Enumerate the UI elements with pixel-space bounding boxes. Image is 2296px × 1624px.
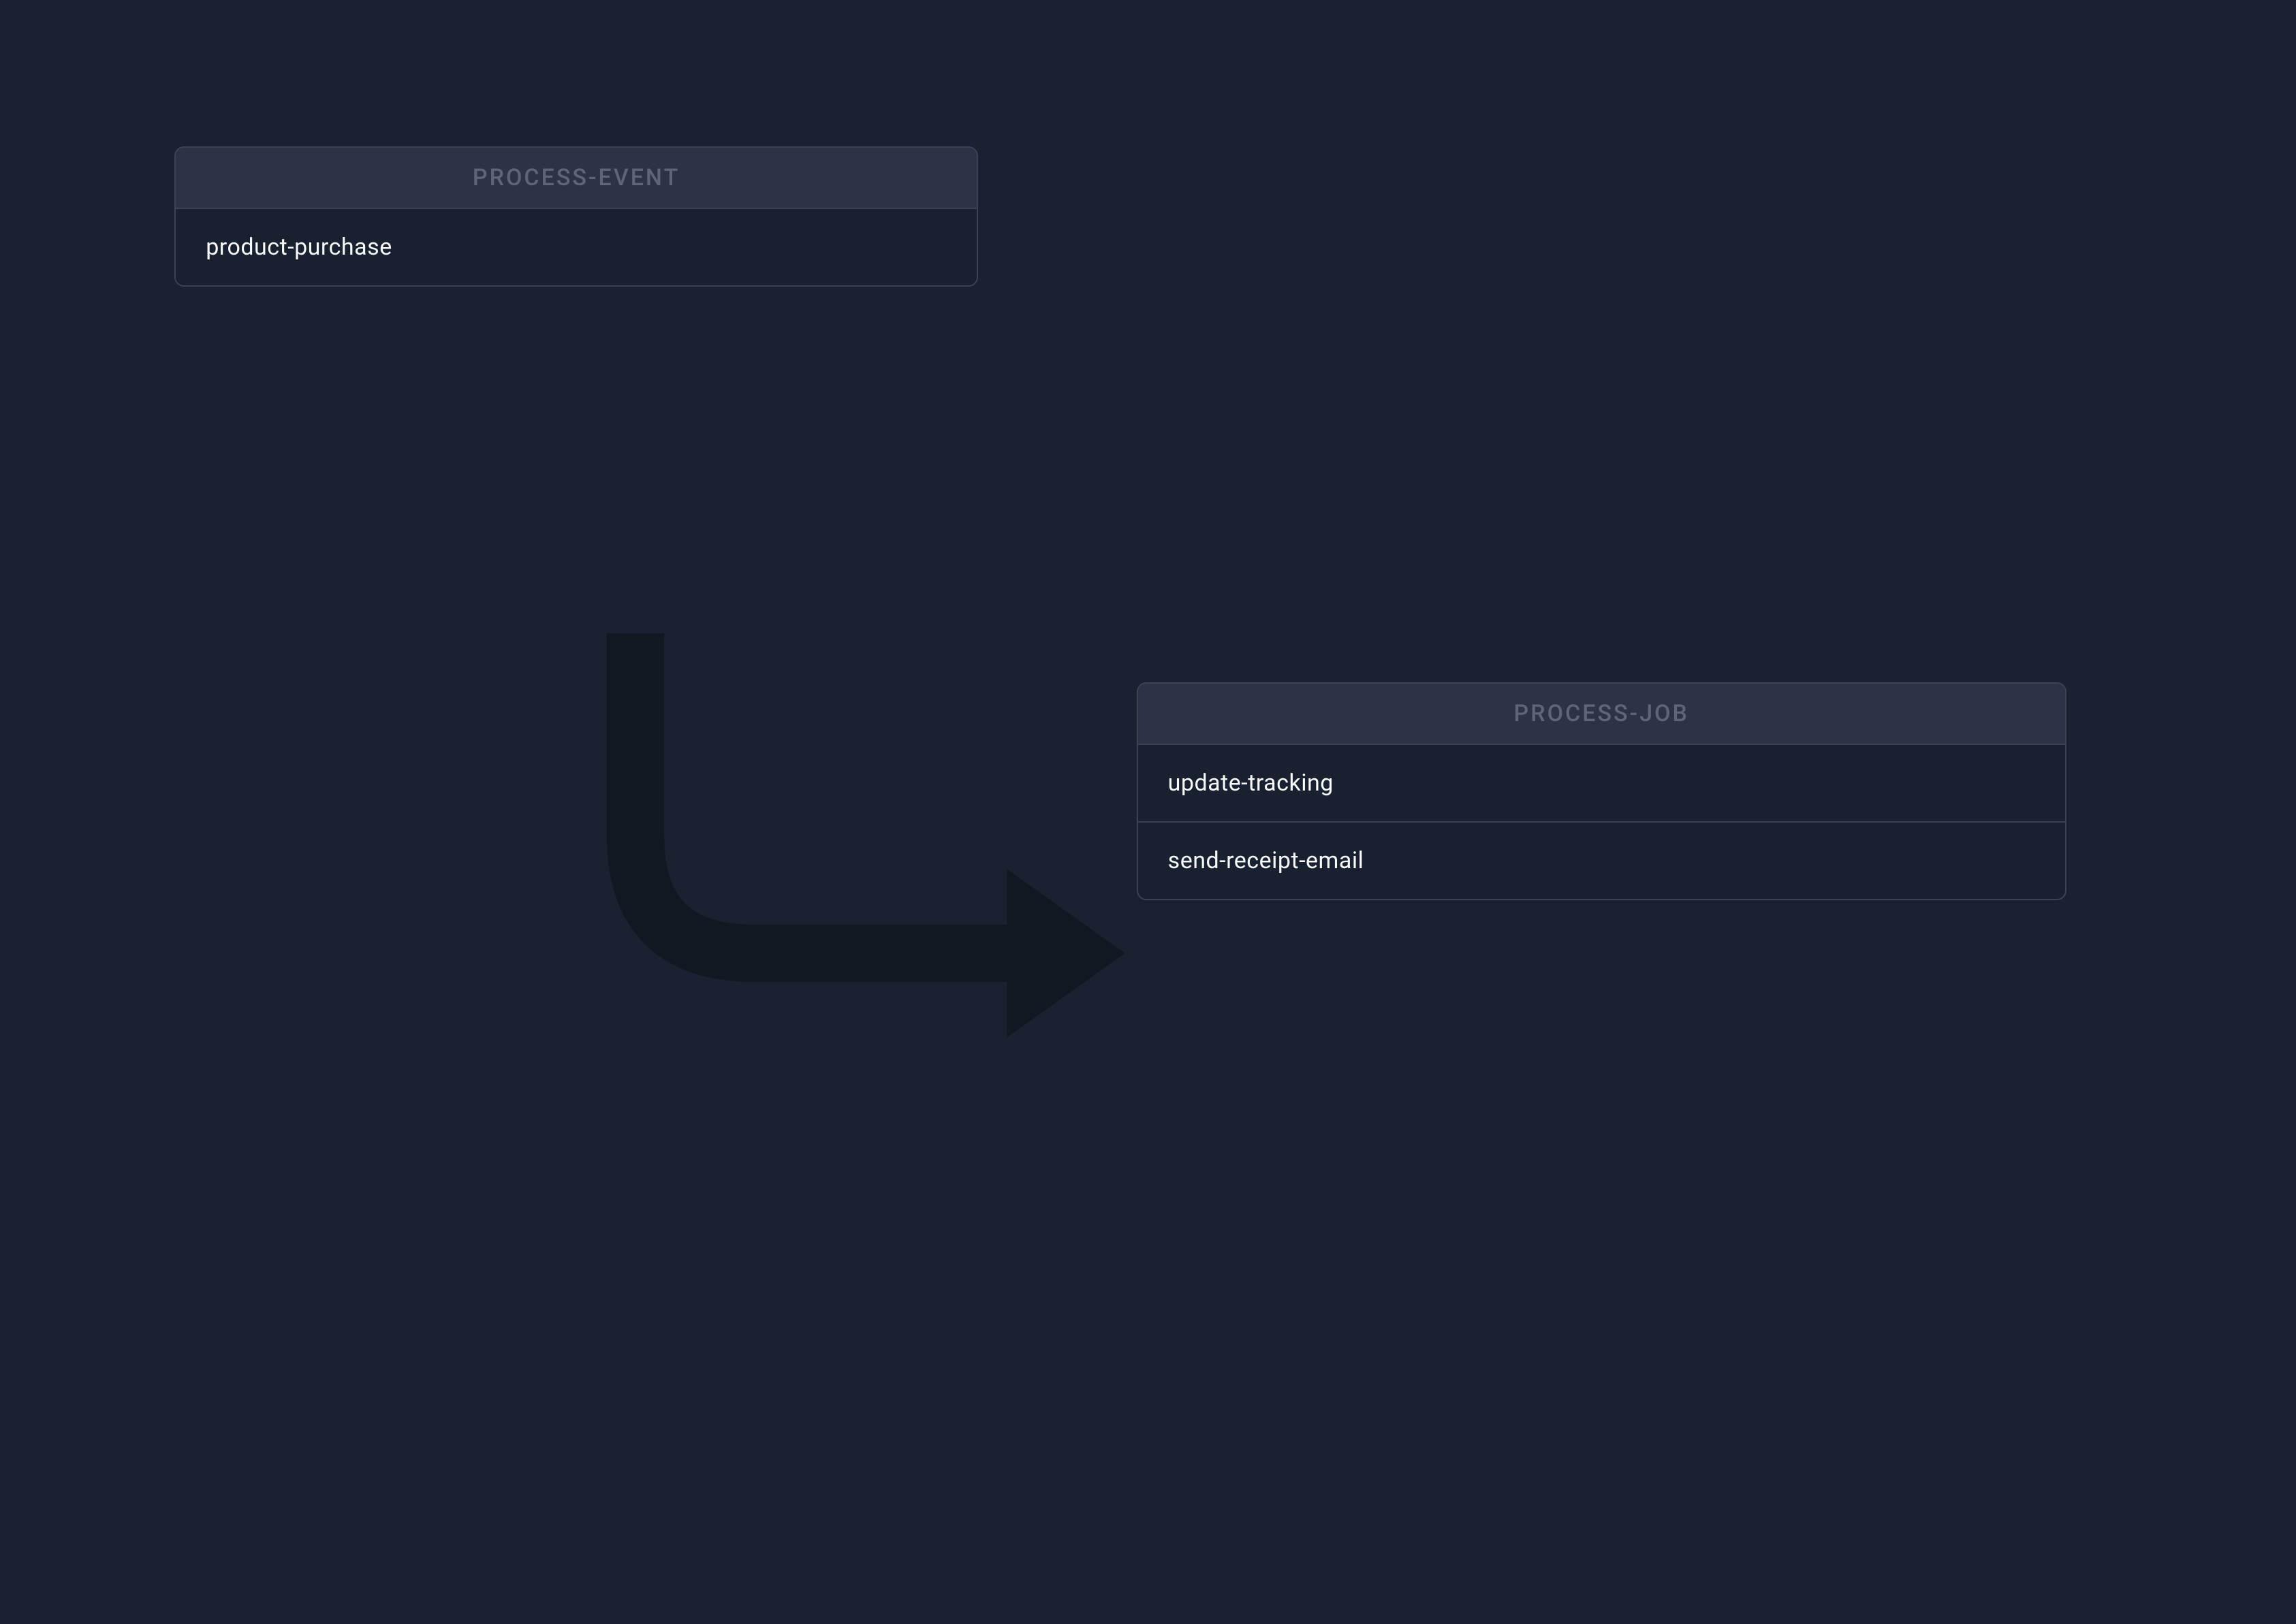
process-job-card: PROCESS-JOB update-tracking send-receipt… — [1137, 682, 2066, 900]
arrow-icon — [551, 633, 1125, 1088]
process-event-card: PROCESS-EVENT product-purchase — [174, 146, 978, 287]
process-job-item-1: update-tracking — [1138, 744, 2065, 821]
process-event-item-label: product-purchase — [206, 234, 392, 261]
process-event-header-label: PROCESS-EVENT — [473, 164, 680, 191]
process-event-item: product-purchase — [176, 208, 977, 285]
flow-arrow — [551, 633, 1125, 1088]
diagram-canvas: PROCESS-EVENT product-purchase PROCESS-J… — [0, 0, 2296, 1624]
process-event-header: PROCESS-EVENT — [176, 148, 977, 208]
process-job-header: PROCESS-JOB — [1138, 684, 2065, 744]
process-job-header-label: PROCESS-JOB — [1514, 700, 1689, 727]
process-job-item-2: send-receipt-email — [1138, 821, 2065, 899]
process-job-item-1-label: update-tracking — [1168, 769, 1334, 797]
process-job-item-2-label: send-receipt-email — [1168, 847, 1364, 874]
